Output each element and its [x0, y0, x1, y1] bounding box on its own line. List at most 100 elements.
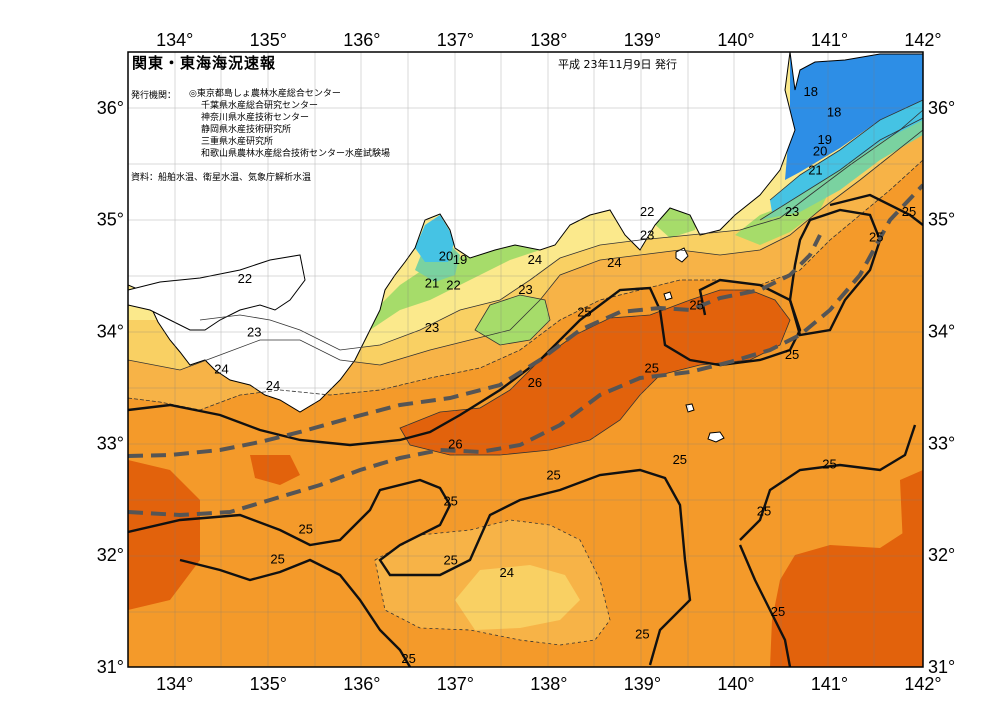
contour-label-text: 25: [546, 468, 560, 483]
contour-label-text: 25: [635, 626, 649, 641]
contour-label-text: 25: [902, 204, 916, 219]
contour-label: 20: [813, 143, 827, 158]
contour-label-text: 25: [577, 304, 591, 319]
data-source-note: 資料：船舶水温、衛星水温、気象庁解析水温: [131, 173, 312, 183]
contour-label-text: 24: [214, 361, 228, 376]
contour-label: 25: [785, 347, 799, 362]
latitude-tick-label: 33°: [97, 433, 124, 453]
longitude-tick-label: 141°: [811, 30, 848, 50]
longitude-tick-label: 135°: [250, 30, 287, 50]
contour-label-text: 22: [640, 204, 654, 219]
contour-label-text: 19: [818, 132, 832, 147]
contour-label-text: 25: [757, 503, 771, 518]
land-hachijojima: [707, 431, 725, 443]
contour-label-text: 24: [607, 255, 621, 270]
latitude-ticks-left: 36° 35° 34° 33° 32° 31°: [97, 98, 124, 677]
contour-label-text: 23: [785, 204, 799, 219]
contour-label-text: 22: [446, 278, 460, 293]
sea-zone-26-west: [128, 460, 200, 610]
longitude-tick-label: 136°: [343, 674, 380, 694]
contour-label: 23: [425, 320, 439, 335]
longitude-tick-label: 137°: [437, 30, 474, 50]
contour-label: 25: [298, 521, 312, 536]
contour-label: 20: [439, 249, 453, 264]
contour-label: 25: [577, 304, 591, 319]
longitude-tick-label: 140°: [717, 30, 754, 50]
longitude-ticks-bottom: 134° 135° 136° 137° 138° 139° 140° 141° 142°: [156, 674, 941, 694]
longitude-tick-label: 136°: [343, 30, 380, 50]
contour-label: 25: [401, 651, 415, 666]
longitude-tick-label: 134°: [156, 30, 193, 50]
issuer-item: 三重県水産研究所: [201, 137, 274, 147]
latitude-ticks-right: 36° 35° 34° 33° 32° 31°: [928, 98, 955, 677]
contour-label-text: 20: [439, 249, 453, 264]
latitude-tick-label: 35°: [928, 210, 955, 230]
contour-label: 21: [808, 162, 822, 177]
contour-label-text: 24: [500, 565, 514, 580]
issuer-list: ◎東京都島しょ農林水産総合センター 千葉県水産総合研究センター 神奈川県水産技術…: [189, 88, 390, 160]
latitude-tick-label: 31°: [928, 657, 955, 677]
latitude-tick-label: 36°: [928, 98, 955, 118]
contour-label: 18: [804, 84, 818, 99]
map-title: 関東・東海海況速報: [132, 54, 277, 72]
longitude-tick-label: 138°: [530, 30, 567, 50]
contour-label-text: 25: [673, 452, 687, 467]
latitude-tick-label: 36°: [97, 98, 124, 118]
contour-label: 22: [446, 278, 460, 293]
contour-label-text: 20: [813, 143, 827, 158]
contour-label: 22: [640, 204, 654, 219]
sea-zone-26-kuroshio: [400, 290, 790, 455]
isotherm-25-lines: [128, 193, 923, 667]
longitude-tick-label: 135°: [250, 674, 287, 694]
contour-label: 23: [518, 282, 532, 297]
land-boso-tip: [789, 52, 923, 91]
land-kozushima: [663, 291, 673, 301]
contour-label: 25: [270, 552, 284, 567]
latitude-tick-label: 35°: [97, 210, 124, 230]
contour-label: 22: [238, 271, 252, 286]
contour-label-text: 23: [425, 320, 439, 335]
contour-label: 26: [528, 375, 542, 390]
contour-label: 25: [757, 503, 771, 518]
contour-label-text: 25: [822, 456, 836, 471]
isotherm-thin-lines: [128, 99, 923, 646]
sea-zone-26-small: [250, 455, 300, 485]
longitude-tick-label: 141°: [811, 674, 848, 694]
contour-label-text: 23: [518, 282, 532, 297]
contour-label: 25: [822, 456, 836, 471]
contour-label: 25: [443, 493, 457, 508]
contour-label: 23: [247, 325, 261, 340]
contour-label: 19: [818, 132, 832, 147]
contour-label: 25: [673, 452, 687, 467]
sea-zone-23-south: [455, 565, 580, 630]
contour-label-text: 25: [785, 347, 799, 362]
sea-zone-26-east: [770, 520, 923, 667]
contour-label-text: 25: [401, 651, 415, 666]
contour-label: 25: [443, 553, 457, 568]
contour-label-text: 21: [425, 275, 439, 290]
contour-label: 19: [453, 252, 467, 267]
contour-label: 21: [425, 275, 439, 290]
longitude-tick-label: 140°: [717, 674, 754, 694]
contour-label: 25: [635, 626, 649, 641]
latitude-tick-label: 34°: [97, 322, 124, 342]
contour-label-text: 25: [443, 493, 457, 508]
issuer-item: 静岡県水産技術研究所: [201, 125, 292, 135]
contour-label: 26: [448, 436, 462, 451]
sea-zone-19-ise-bay: [415, 215, 455, 262]
contour-label: 18: [827, 104, 841, 119]
kuroshio-axis-lines: [128, 183, 923, 518]
contour-label: 24: [214, 361, 228, 376]
contour-label: 25: [645, 360, 659, 375]
latitude-tick-label: 33°: [928, 433, 955, 453]
longitude-tick-label: 139°: [624, 30, 661, 50]
land-honshu: [128, 52, 796, 413]
sea-surface-temperature-field: [128, 52, 923, 667]
contour-label-text: 21: [808, 162, 822, 177]
contour-label: 23: [640, 227, 654, 242]
issuer-item: 和歌山県農林水産総合技術センター水産試験場: [201, 149, 391, 159]
longitude-tick-label: 138°: [530, 674, 567, 694]
contour-label-text: 26: [448, 436, 462, 451]
contour-label: 25: [689, 298, 703, 313]
